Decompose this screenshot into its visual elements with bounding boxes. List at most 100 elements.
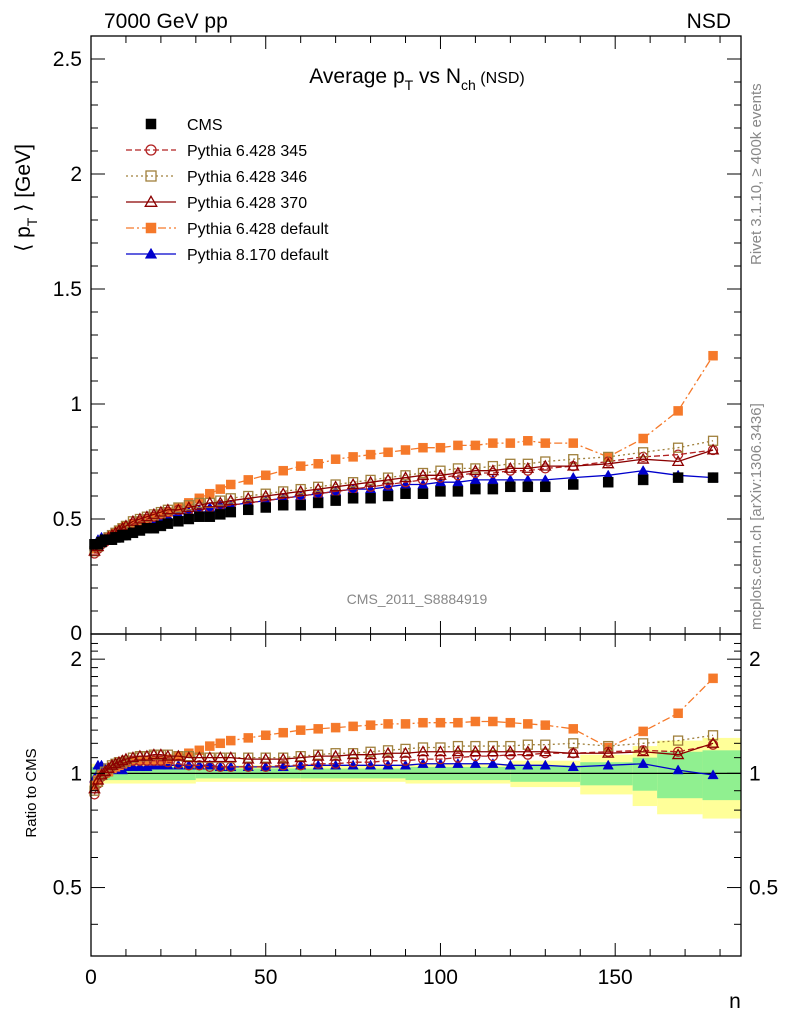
ratio-point — [215, 761, 226, 773]
data-point — [417, 467, 429, 479]
data-point — [505, 438, 516, 448]
ratio-point — [452, 752, 464, 763]
ratio-point — [205, 741, 215, 751]
ratio-point — [539, 759, 551, 770]
ratio-line-pythia-6-428-370 — [93, 742, 714, 790]
ratio-point — [673, 708, 683, 719]
data-point — [568, 479, 579, 490]
ratio-point — [504, 745, 517, 757]
y-tick-label-zero: 0 — [70, 622, 82, 645]
data-point — [330, 454, 341, 464]
legend-label: CMS — [187, 117, 223, 134]
legend-entry-pythia-6-428-345: Pythia 6.428 345 — [126, 143, 307, 160]
ratio-point — [348, 721, 358, 732]
ratio-point — [567, 761, 579, 772]
legend-marker — [145, 144, 157, 156]
legend-entry-pythia-8-170-default: Pythia 8.170 default — [126, 247, 329, 264]
data-point — [637, 474, 649, 486]
data-point — [400, 445, 411, 455]
ratio-point — [311, 749, 325, 761]
ratio-point — [194, 760, 205, 771]
ratio-point — [95, 768, 108, 780]
data-point — [183, 513, 195, 525]
data-point — [418, 442, 428, 453]
ratio-point — [126, 751, 140, 763]
ratio-point — [330, 722, 341, 733]
ratio-point — [172, 749, 185, 761]
data-point — [194, 497, 205, 509]
ratio-point — [260, 730, 271, 741]
legend-entry-pythia-6-428-346: Pythia 6.428 346 — [126, 169, 307, 186]
data-point — [381, 473, 395, 485]
ratio-point — [116, 754, 129, 766]
data-point — [488, 438, 498, 448]
data-point — [203, 496, 217, 508]
ratio-point — [134, 761, 146, 772]
ratio-point — [140, 749, 154, 761]
data-point — [260, 488, 271, 499]
ratio-point — [330, 748, 341, 759]
data-point — [313, 459, 323, 469]
data-point — [215, 509, 226, 520]
ratio-y-tick-label-right: 2 — [749, 648, 761, 671]
data-point — [469, 464, 482, 476]
data-point — [383, 447, 393, 458]
ratio-point — [364, 748, 377, 760]
data-point — [416, 468, 430, 480]
ratio-point — [88, 782, 101, 794]
ratio-point — [214, 751, 227, 763]
ratio-point — [241, 752, 255, 764]
ratio-point — [638, 726, 648, 737]
data-point — [182, 501, 196, 513]
data-point — [540, 438, 551, 448]
ratio-point — [523, 719, 533, 729]
data-point — [277, 499, 289, 511]
ratio-y-tick-label: 1 — [70, 762, 82, 785]
data-point — [225, 506, 237, 518]
data-point — [241, 491, 255, 503]
ratio-point — [707, 769, 719, 780]
x-tick-label: 150 — [598, 966, 633, 989]
data-point — [399, 471, 412, 483]
data-point — [224, 494, 238, 506]
data-point — [434, 468, 447, 480]
ratio-point — [243, 761, 254, 773]
ratio-point — [469, 758, 482, 768]
data-point — [382, 490, 394, 502]
data-point — [382, 472, 394, 483]
main-ylabel-pre: ⟨ p — [12, 226, 35, 252]
series-line-pythia-6-428-346 — [93, 440, 714, 552]
main-ylabel-sub: T — [24, 217, 40, 226]
ratio-point — [259, 752, 273, 764]
data-point — [313, 481, 324, 492]
data-point — [173, 516, 184, 527]
ratio-point — [225, 761, 236, 773]
ratio-point — [505, 740, 516, 752]
ratio-axes: 0 50 100 150 0.5 0.5 1 1 2 2 — [53, 633, 778, 989]
ratio-point — [636, 745, 650, 757]
ratio-point — [470, 716, 481, 727]
data-point — [400, 470, 411, 481]
data-point — [348, 452, 358, 462]
data-point — [568, 454, 579, 465]
ratio-point — [488, 716, 498, 727]
ratio-point — [295, 725, 306, 735]
ratio-point — [539, 745, 552, 757]
ratio-point — [487, 758, 499, 768]
ratio-point — [162, 757, 174, 768]
data-point — [259, 489, 273, 501]
series-cms — [89, 472, 719, 550]
ratio-point — [451, 745, 465, 757]
ratio-point — [602, 759, 614, 770]
data-point — [295, 461, 306, 471]
ratio-point — [540, 720, 551, 730]
data-point — [707, 472, 719, 483]
data-point — [539, 459, 552, 471]
data-point — [225, 493, 236, 504]
header-left: 7000 GeV pp — [104, 10, 228, 33]
ratio-point — [294, 751, 307, 763]
data-point — [504, 461, 517, 473]
data-point — [470, 440, 481, 451]
ratio-ylabel: Ratio to CMS — [23, 748, 40, 837]
ratio-point — [194, 745, 205, 756]
